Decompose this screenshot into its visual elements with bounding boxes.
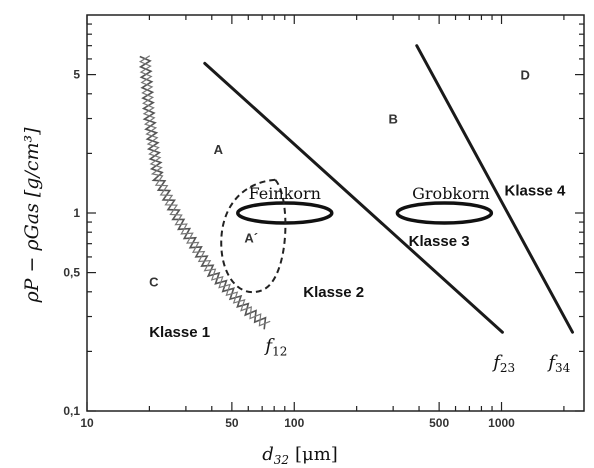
boundary-f23 [203, 61, 504, 334]
y-tick-label: 5 [73, 68, 80, 82]
x-tick-label: 1000 [488, 416, 515, 430]
class-boundaries [138, 44, 574, 334]
x-axis-label-unit: [μm] [295, 444, 338, 465]
x-tick-label: 10 [80, 416, 94, 430]
region-letter: B [388, 112, 397, 127]
class-label: Klasse 1 [149, 324, 210, 341]
region-letter: A´ [244, 231, 258, 246]
region-letter: A [214, 142, 224, 157]
x-tick-label: 50 [225, 416, 239, 430]
y-tick-label: 0,1 [63, 404, 80, 418]
region-a-prime [220, 178, 287, 294]
y-tick-label: 0,5 [63, 266, 80, 280]
region-letter: C [149, 275, 159, 290]
x-tick-label: 100 [284, 416, 304, 430]
boundary-f34 [415, 44, 574, 334]
boundary-f12-inner [138, 55, 271, 327]
y-axis-label: ρP − ρGas [g/cm³] [21, 127, 43, 304]
x-axis-label-main: d [262, 444, 274, 465]
x-axis-label-sub: 32 [274, 453, 289, 467]
region-letter: D [520, 68, 529, 83]
boundary-label: f12 [263, 335, 287, 358]
class-label: Klasse 2 [303, 284, 364, 301]
boundary-f12 [138, 55, 267, 330]
ellipse-grobkorn [395, 201, 494, 225]
class-label: Klasse 3 [409, 233, 470, 250]
boundary-label: f23 [491, 352, 515, 375]
axis-ticks [86, 15, 584, 412]
ellipse-label: Grobkorn [412, 184, 490, 203]
labels: A B C D A´ Klasse 1 Klasse 2 Klasse 3 Klasse 4 Fe… [149, 68, 571, 375]
boundary-label: f34 [546, 352, 570, 375]
x-tick-label: 500 [429, 416, 449, 430]
x-axis-label: d32 [μm] [262, 444, 338, 467]
y-tick-label: 1 [73, 206, 80, 220]
plot-frame [86, 14, 585, 412]
regions [220, 178, 494, 294]
axis-tick-labels: 10 50 100 500 1000 0,1 0,5 1 5 [63, 68, 515, 430]
class-label: Klasse 4 [505, 182, 567, 199]
ellipse-label: Feinkorn [249, 184, 321, 203]
